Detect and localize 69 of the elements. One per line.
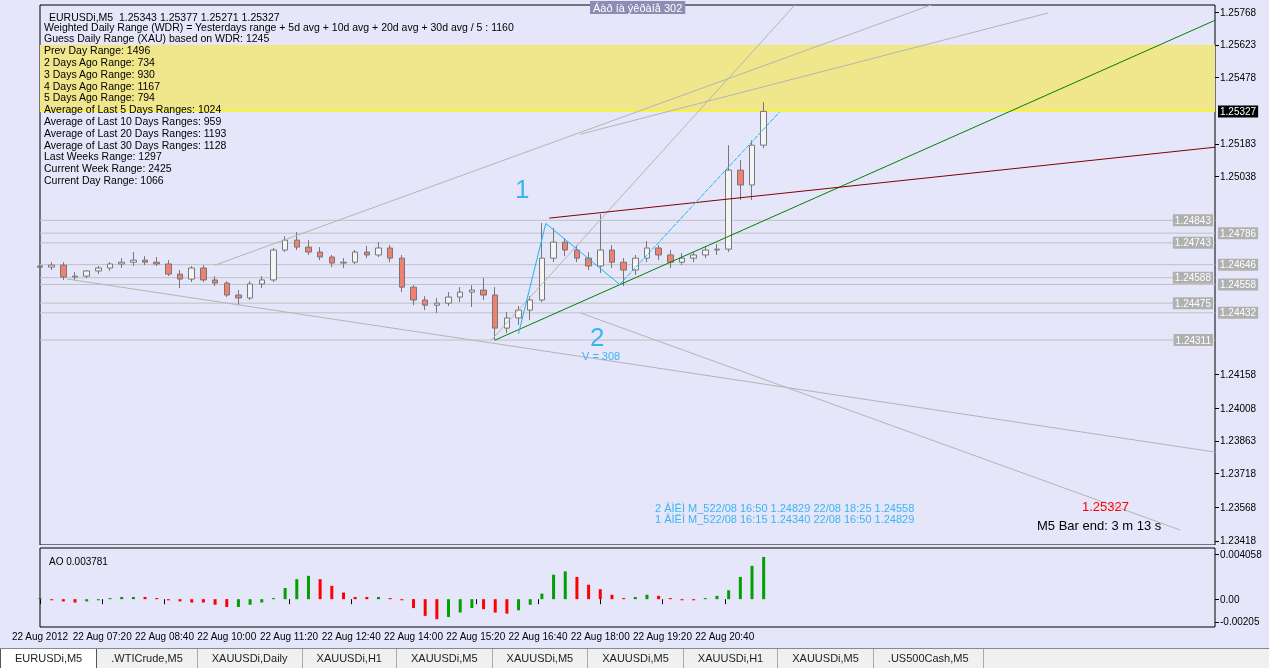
- text: XAUUSDi,Daily: [197, 649, 303, 668]
- annotation: 2: [590, 322, 605, 352]
- annotation: 1.25327: [1082, 499, 1129, 514]
- annotation: 3 Days Ago Range: 930: [44, 67, 156, 80]
- ref-line-label: 1.25327: [1220, 105, 1257, 117]
- x-tick-label: 22 Aug 16:40: [508, 630, 568, 642]
- y-tick-label: 1.25478: [1220, 71, 1257, 83]
- text: EURUSDi,M5 1.25343 1.25377 1.25271 1.25327: [49, 10, 280, 23]
- annotation: Áàð íà ýêðàíå 302: [593, 1, 683, 14]
- y-tick-label: 1.24008: [1220, 402, 1257, 414]
- annotation: Guess Daily Range (XAU) based on WDR: 1245: [44, 32, 270, 45]
- annotation: 2 ÂÌËÌ M_522/08 16:50 1.24829 22/08 18:25 1.24558: [655, 501, 915, 514]
- y-tick-label: 1.23418: [1220, 535, 1257, 547]
- ref-line-label: 1.24558: [1220, 278, 1257, 290]
- ref-line-label: 1.24646: [1220, 259, 1257, 271]
- text: XAUUSDi,H1: [683, 649, 779, 668]
- ref-line-label: 1.24843: [1174, 214, 1212, 226]
- annotation: Average of Last 30 Days Ranges: 1128: [44, 138, 227, 151]
- annotation: Average of Last 10 Days Ranges: 959: [44, 114, 222, 127]
- x-tick-label: 22 Aug 20:40: [695, 630, 755, 642]
- annotation: Last Weeks Range: 1297: [44, 150, 162, 163]
- x-tick-label: 22 Aug 08:40: [135, 630, 195, 642]
- ref-line-label: 1.24588: [1174, 272, 1212, 284]
- annotation: M5 Bar end: 3 m 13 s: [1037, 518, 1162, 533]
- annotation: 4 Days Ago Range: 1167: [44, 79, 161, 92]
- text: AO 0.003781: [49, 555, 109, 567]
- y-tick-label: 1.24158: [1220, 368, 1257, 380]
- annotation: 2 Days Ago Range: 734: [44, 55, 156, 68]
- annotation: Average of Last 5 Days Ranges: 1024: [44, 103, 222, 116]
- x-tick-label: 22 Aug 12:40: [321, 630, 382, 642]
- text: XAUUSDi,M5: [778, 649, 874, 668]
- x-tick-label: 22 Aug 2012: [11, 630, 69, 642]
- annotation: Prev Day Range: 1496: [44, 44, 151, 57]
- annotation: Average of Last 20 Days Ranges: 1193: [44, 126, 227, 139]
- y-tick-label: 1.25768: [1220, 6, 1257, 18]
- text: XAUUSDi,M5: [492, 649, 589, 668]
- y-tick-label: 1.25038: [1220, 170, 1257, 182]
- ref-line-label: 1.24432: [1220, 307, 1257, 319]
- x-tick-label: 22 Aug 11:20: [259, 630, 319, 642]
- annotation: 1 ÂÌËÌ M_522/08 16:15 1.24340 22/08 16:50 1.24829: [655, 512, 915, 525]
- text: .WTICrude,M5: [97, 649, 198, 668]
- y-tick-label: 0.004058: [1220, 548, 1263, 560]
- ref-line-label: 1.24786: [1220, 227, 1257, 239]
- y-tick-label: 0.00: [1220, 593, 1240, 605]
- text: XAUUSDi,H1: [302, 649, 397, 668]
- annotation: 1: [515, 174, 530, 204]
- x-tick-label: 22 Aug 10:00: [197, 630, 257, 642]
- y-tick-label: -0.00205: [1220, 616, 1260, 628]
- annotation: Current Day Range: 1066: [44, 173, 164, 186]
- annotation: Weighted Daily Range (WDR) = Yesterdays range + 5d avg + 10d avg + 20d avg + 30d avg / 5 : 1160: [44, 20, 514, 33]
- annotation: V = 308: [582, 349, 621, 362]
- ref-line-label: 1.24311: [1175, 334, 1212, 346]
- y-tick-label: 1.25623: [1220, 39, 1257, 51]
- ref-line-label: 1.24743: [1174, 237, 1212, 249]
- annotation: 5 Days Ago Range: 794: [44, 91, 156, 104]
- y-tick-label: 1.23863: [1220, 435, 1257, 447]
- ref-line-label: 1.24475: [1174, 297, 1212, 309]
- x-tick-label: 22 Aug 19:20: [633, 630, 693, 642]
- x-tick-label: 22 Aug 07:20: [72, 630, 133, 642]
- y-tick-label: 1.23718: [1220, 467, 1257, 479]
- annotation: Current Week Range: 2425: [44, 162, 172, 175]
- x-tick-label: 22 Aug 18:00: [570, 630, 631, 642]
- x-tick-label: 22 Aug 14:00: [384, 630, 444, 642]
- text: .US500Cash,M5: [873, 649, 984, 668]
- text: XAUUSDi,M5: [588, 649, 684, 668]
- y-tick-label: 1.23568: [1220, 501, 1257, 513]
- x-tick-label: 22 Aug 15:20: [446, 630, 506, 642]
- text: XAUUSDi,M5: [396, 649, 493, 668]
- y-tick-label: 1.25183: [1220, 138, 1257, 150]
